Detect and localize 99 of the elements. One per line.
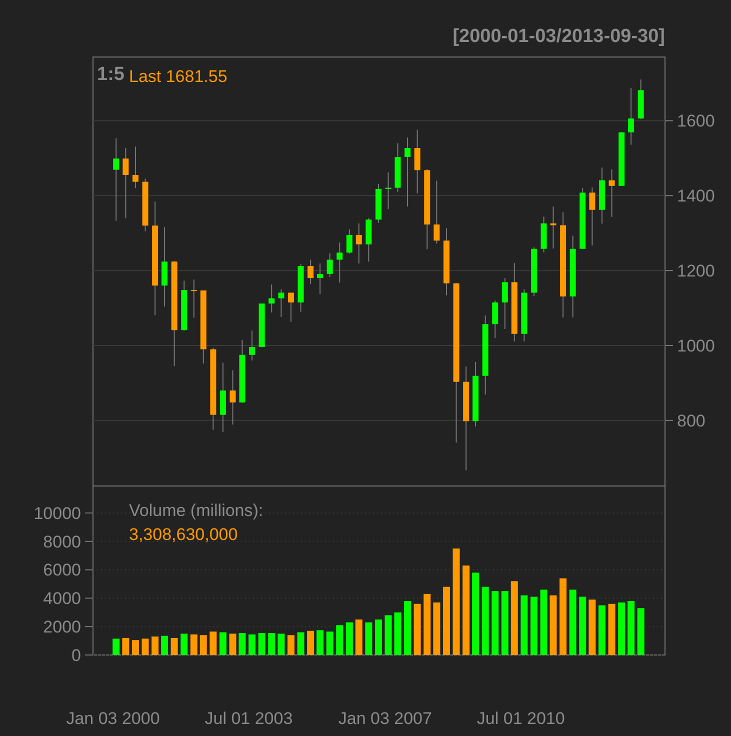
y-tick-label: 2000 [43, 618, 81, 637]
x-tick-label: Jul 01 2003 [204, 709, 293, 728]
candlestick [132, 146, 138, 189]
bar [122, 638, 130, 655]
candlestick [336, 242, 343, 284]
bar [190, 634, 198, 655]
candlestick [249, 330, 256, 361]
bar [112, 638, 120, 655]
bar [161, 636, 168, 655]
bar [530, 596, 538, 655]
bar [170, 638, 178, 655]
bar [433, 602, 440, 655]
bar [637, 608, 644, 655]
annotation: Volume (millions): [129, 501, 264, 520]
annotation: Last 1681.55 [129, 67, 228, 86]
bar [608, 604, 616, 655]
chart-subtitle: [2000-01-03/2013-09-30] [452, 26, 665, 47]
bar [336, 625, 344, 655]
bar [229, 634, 236, 655]
bar [248, 634, 256, 655]
candlestick [589, 186, 596, 246]
candlestick [492, 300, 498, 339]
bar [442, 586, 450, 655]
candlestick [288, 292, 294, 322]
bar [278, 634, 285, 655]
bar [462, 566, 470, 655]
bar [550, 595, 557, 655]
bar [598, 605, 606, 655]
bar [365, 622, 372, 655]
candlestick [608, 168, 615, 218]
bar [355, 619, 362, 655]
bar [414, 604, 421, 655]
bar [268, 632, 276, 655]
bar [374, 619, 382, 655]
bar [520, 595, 528, 655]
bar [588, 600, 596, 655]
candlestick [434, 180, 440, 244]
annotation: 1:5 [97, 64, 125, 85]
bar [210, 632, 217, 655]
y-tick-label: 6000 [43, 560, 81, 580]
bar [482, 586, 489, 655]
y-tick-label: 1000 [677, 336, 715, 356]
candlestick [326, 252, 333, 278]
candlestick [268, 284, 275, 314]
bar [346, 622, 353, 655]
bar [219, 632, 226, 655]
bar [452, 548, 460, 655]
x-tick-label: Jan 03 2007 [338, 709, 432, 728]
bar [579, 596, 586, 655]
bar [200, 635, 207, 655]
candlestick [356, 222, 362, 264]
bar [628, 601, 635, 655]
y-tick-label: 4000 [43, 589, 81, 608]
bar [472, 572, 480, 655]
bar [424, 594, 431, 655]
candlestick [404, 137, 411, 207]
y-tick-label: 10000 [34, 504, 81, 523]
annotation: 3,308,630,000 [129, 525, 238, 544]
bar [307, 630, 314, 655]
bar [316, 630, 324, 655]
bar [287, 635, 294, 655]
bar [492, 591, 499, 655]
x-tick-label: Jan 03 2000 [66, 709, 160, 728]
y-tick-label: 1600 [677, 112, 715, 131]
candlestick [190, 279, 197, 318]
bar [297, 632, 304, 655]
y-tick-label: 1400 [677, 186, 715, 206]
candlestick [628, 88, 634, 146]
bar [238, 632, 246, 655]
candlestick [346, 228, 352, 254]
bar [394, 612, 402, 655]
y-tick-label: 0 [72, 646, 81, 665]
bar [152, 636, 159, 655]
bar [132, 640, 139, 655]
candlestick [317, 262, 324, 295]
candlestick [278, 288, 284, 318]
candlestick [113, 138, 120, 222]
bar [569, 590, 576, 655]
bar [180, 634, 188, 655]
bar [510, 581, 518, 655]
y-tick-label: 1200 [677, 262, 715, 281]
candlestick [162, 226, 168, 308]
bar [326, 632, 334, 655]
candlestick [230, 370, 236, 426]
candlestick [122, 148, 129, 219]
y-tick-label: 8000 [43, 532, 81, 552]
bar [540, 590, 548, 655]
bar [501, 591, 508, 655]
bar [384, 615, 392, 655]
bar [404, 601, 412, 655]
x-tick-label: Jul 01 2010 [476, 709, 565, 728]
bar [258, 632, 266, 655]
bar [142, 638, 149, 655]
bar [618, 602, 626, 655]
candlestick [502, 278, 508, 330]
y-tick-label: 800 [677, 411, 706, 430]
candlestick [308, 259, 314, 285]
bar [560, 578, 567, 655]
candlestick [414, 129, 420, 194]
